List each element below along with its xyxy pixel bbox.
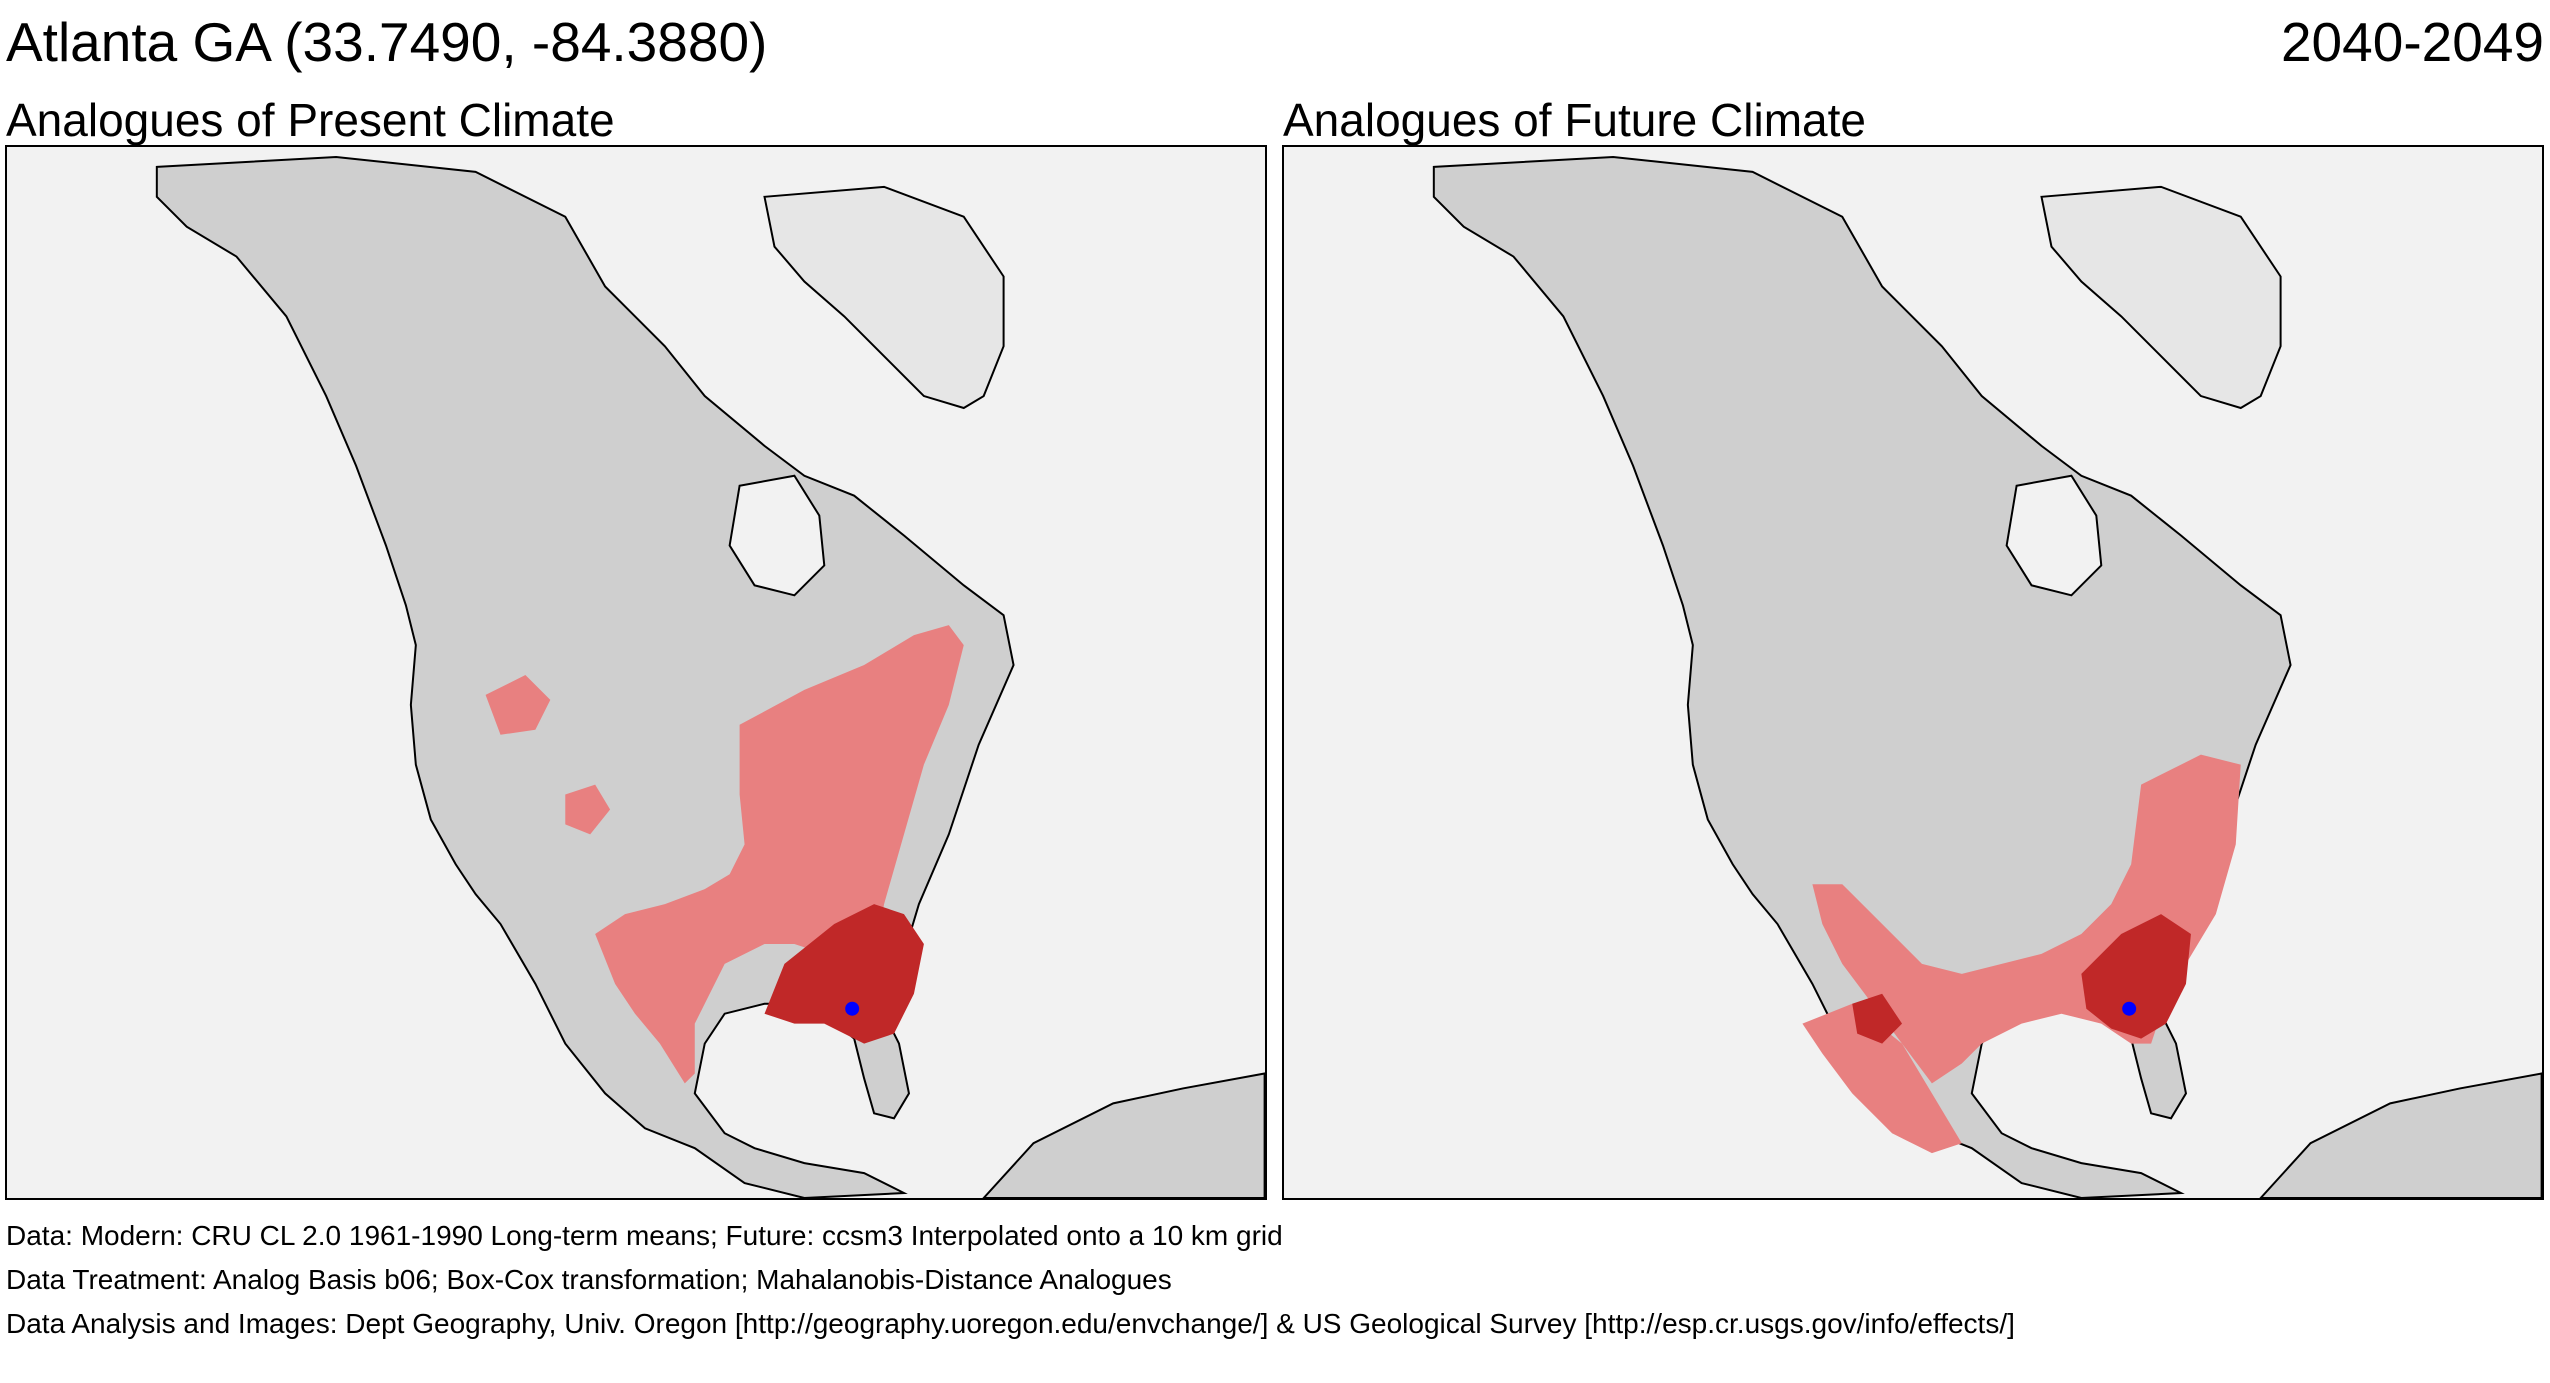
future-climate-title: Analogues of Future Climate <box>1283 94 1866 146</box>
site-marker <box>2122 1001 2137 1016</box>
caption-data-source: Data: Modern: CRU CL 2.0 1961-1990 Long-… <box>6 1220 1283 1251</box>
future-map-svg <box>1432 155 2542 1198</box>
analogue-area-light <box>595 625 964 1084</box>
land-layer <box>1432 155 2542 1198</box>
analogue-area-dark <box>764 904 924 1044</box>
present-climate-title: Analogues of Present Climate <box>6 94 615 146</box>
caption-data-treatment: Data Treatment: Analog Basis b06; Box-Co… <box>6 1264 1172 1295</box>
present-map-svg <box>155 155 1265 1198</box>
hudson-bay <box>2005 474 2103 597</box>
analogue-areas <box>485 625 964 1084</box>
greenland-landmass <box>2040 185 2282 410</box>
future-climate-map <box>1282 145 2544 1200</box>
analogue-areas <box>1802 754 2241 1154</box>
south-america-landmass <box>982 1072 1265 1198</box>
analogue-area-dark-west <box>1852 993 1903 1044</box>
analogue-area-light-south <box>1802 1003 1962 1154</box>
land-layer <box>155 155 1265 1198</box>
present-climate-map <box>5 145 1267 1200</box>
analogue-area-light-west-1 <box>485 674 551 735</box>
period-label: 2040-2049 <box>2280 11 2544 73</box>
hudson-bay <box>728 474 826 597</box>
caption-data-analysis: Data Analysis and Images: Dept Geography… <box>6 1308 2015 1339</box>
site-marker <box>845 1001 860 1016</box>
analogue-area-light-west-2 <box>565 784 611 835</box>
analogue-area-dark <box>2081 914 2191 1039</box>
location-title: Atlanta GA (33.7490, -84.3880) <box>6 11 768 73</box>
south-america-landmass <box>2259 1072 2542 1198</box>
greenland-landmass <box>763 185 1005 410</box>
